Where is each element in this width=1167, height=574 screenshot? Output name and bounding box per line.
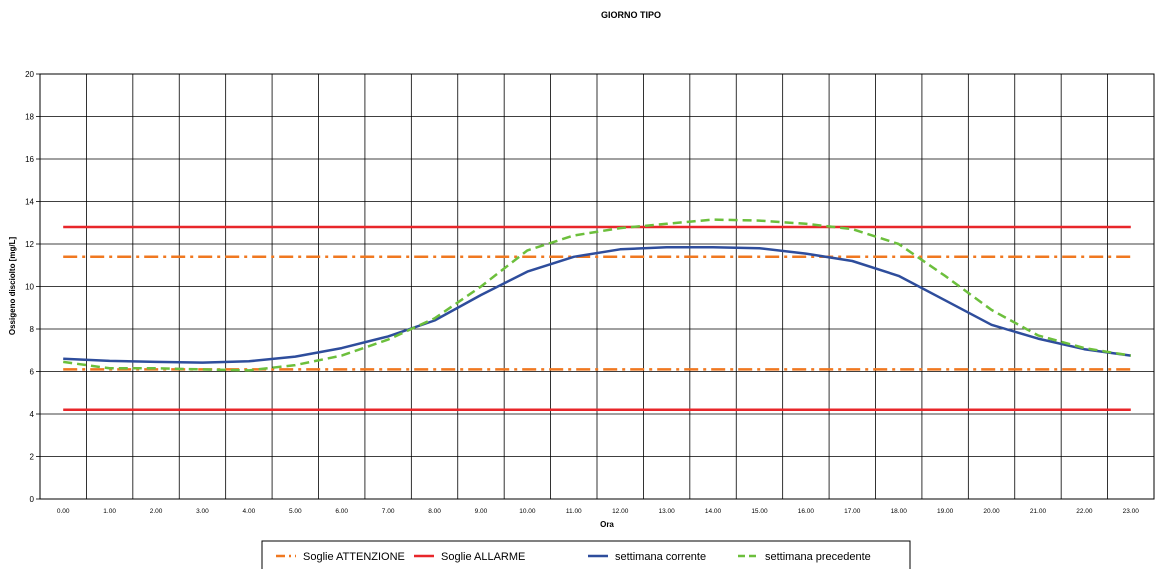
x-tick-label: 8.00: [428, 508, 441, 515]
x-tick-label: 19.00: [937, 508, 954, 515]
x-tick-label: 6.00: [335, 508, 348, 515]
legend-label-soglie-allarme: Soglie ALLARME: [441, 551, 525, 563]
x-tick-label: 0.00: [57, 508, 70, 515]
series-line-settimana-corrente: [63, 245, 1131, 364]
x-tick-label: 20.00: [983, 508, 1000, 515]
grid: [40, 73, 1154, 500]
legend: Soglie ATTENZIONE Soglie ALLARME settimana…: [261, 540, 911, 572]
y-tick-label: 14: [25, 198, 34, 207]
y-tick-label: 2: [30, 453, 35, 462]
x-tick-label: 13.00: [658, 508, 675, 515]
y-tick-label: 10: [25, 283, 34, 292]
x-tick-label: 12.00: [612, 508, 629, 515]
y-tick-label: 20: [25, 70, 34, 79]
x-tick-label: 23.00: [1123, 508, 1140, 515]
x-tick-label: 4.00: [243, 508, 256, 515]
y-tick-label: 4: [30, 410, 35, 419]
x-tick-label: 9.00: [475, 508, 488, 515]
x-tick-label: 15.00: [751, 508, 768, 515]
x-tick-label: 21.00: [1030, 508, 1047, 515]
legend-label-soglie-attenzione: Soglie ATTENZIONE: [303, 551, 405, 563]
x-tick-label: 18.00: [891, 508, 908, 515]
y-tick-label: 18: [25, 113, 34, 122]
x-tick-label: 2.00: [150, 508, 163, 515]
x-tick-label: 14.00: [705, 508, 722, 515]
x-tick-label: 10.00: [519, 508, 536, 515]
x-tick-label: 7.00: [382, 508, 395, 515]
y-tick-label: 12: [25, 240, 34, 249]
y-tick-label: 16: [25, 155, 34, 164]
series-line-settimana-precedente: [63, 218, 1131, 372]
series-group: [63, 218, 1131, 412]
legend-frame: [261, 540, 911, 572]
x-tick-label: 11.00: [566, 508, 582, 515]
legend-label-settimana-corrente: settimana corrente: [615, 551, 706, 563]
y-tick-label: 0: [30, 495, 35, 504]
x-axis-ticks: 0.00 1.00 2.00 3.00 4.00 5.00 6.00 7.00 8.00 9.00…: [57, 508, 1139, 515]
y-axis-ticks: 0 2 4 6 8 10 12 14 16 18 20: [25, 70, 40, 504]
x-tick-label: 22.00: [1076, 508, 1093, 515]
x-axis-label: Ora: [600, 520, 614, 529]
x-tick-label: 5.00: [289, 508, 302, 515]
x-tick-label: 1.00: [103, 508, 116, 515]
x-tick-label: 16.00: [798, 508, 815, 515]
x-tick-label: 17.00: [844, 508, 861, 515]
y-axis-label: Ossigeno disciolto [mg/L]: [8, 237, 17, 336]
chart-title: GIORNO TIPO: [601, 10, 661, 20]
y-tick-label: 6: [30, 368, 35, 377]
legend-label-settimana-precedente: settimana precedente: [765, 551, 871, 563]
x-tick-label: 3.00: [196, 508, 209, 515]
y-tick-label: 8: [30, 325, 35, 334]
